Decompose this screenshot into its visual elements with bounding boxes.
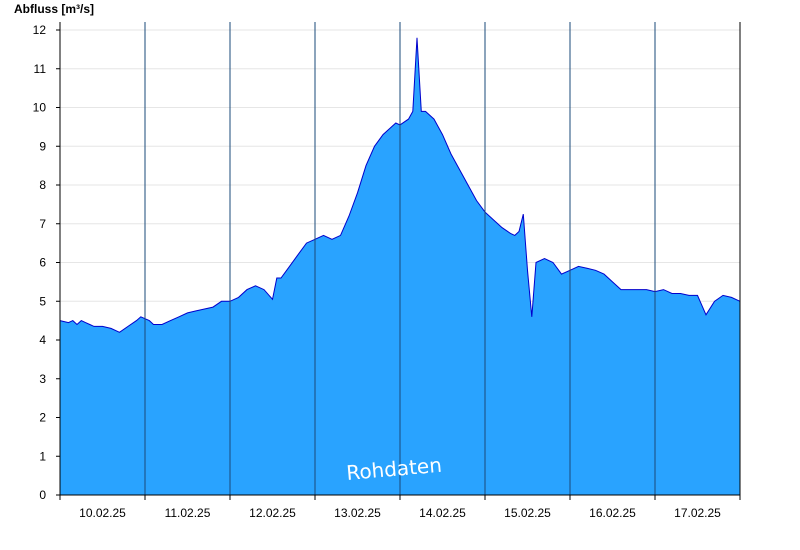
y-axis-title: Abfluss [m³/s] (14, 2, 94, 16)
x-tick-label-1: 11.02.25 (165, 506, 211, 520)
y-tick-label-8: 8 (39, 178, 46, 192)
y-tick-label-5: 5 (39, 294, 46, 308)
x-tick-label-6: 16.02.25 (589, 506, 636, 520)
y-tick-label-4: 4 (39, 333, 46, 347)
x-tick-label-7: 17.02.25 (674, 506, 721, 520)
x-tick-labels: 10.02.25 11.02.25 12.02.25 13.02.25 14.02.25… (59, 495, 741, 520)
x-tick-label-5: 15.02.25 (504, 506, 551, 520)
y-tick-label-1: 1 (39, 449, 46, 463)
y-tick-label-10: 10 (33, 101, 47, 115)
day-separators (144, 22, 656, 495)
y-tick-label-12: 12 (33, 23, 47, 37)
series-line-0 (59, 37, 741, 333)
x-tick-label-3: 13.02.25 (334, 506, 381, 520)
x-tick-label-0: 10.02.25 (79, 506, 126, 520)
y-tick-label-9: 9 (39, 139, 46, 153)
y-tick-label-11: 11 (34, 62, 47, 76)
y-tick-label-2: 2 (39, 411, 46, 425)
y-tick-label-0: 0 (39, 488, 46, 502)
x-tick-label-2: 12.02.25 (249, 506, 296, 520)
y-tick-label-3: 3 (39, 372, 46, 386)
y-tick-label-6: 6 (39, 256, 46, 270)
y-tick-label-7: 7 (39, 217, 46, 231)
x-tick-label-4: 14.02.25 (419, 506, 466, 520)
